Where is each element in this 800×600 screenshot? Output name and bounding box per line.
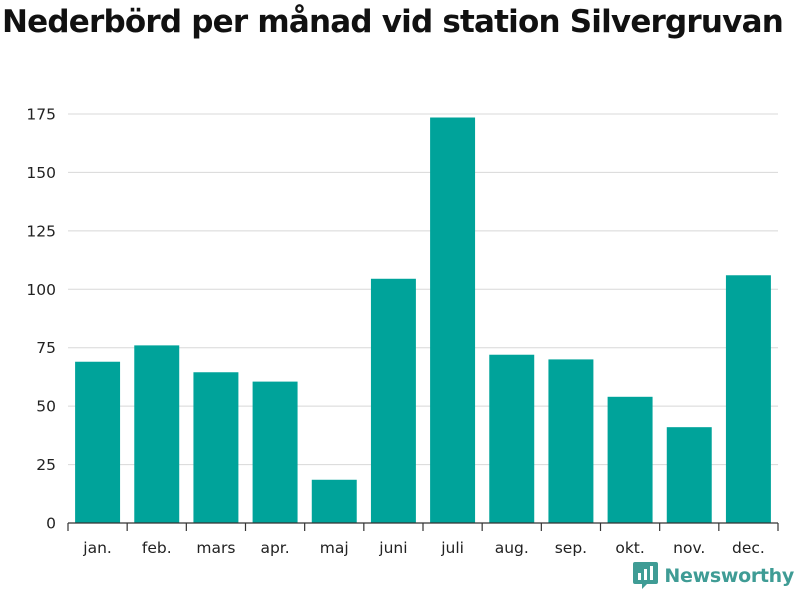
x-tick-label: dec. bbox=[732, 539, 765, 557]
y-tick-label: 50 bbox=[36, 398, 56, 416]
x-tick-label: feb. bbox=[142, 539, 172, 557]
y-tick-label: 0 bbox=[46, 515, 56, 533]
x-tick-label: nov. bbox=[673, 539, 705, 557]
x-tick-label: juni bbox=[378, 539, 407, 557]
bar bbox=[430, 117, 476, 524]
bar-series bbox=[75, 117, 771, 524]
x-axis-labels: jan. feb. mars apr. maj juni juli aug. sep. okt. n… bbox=[82, 539, 765, 557]
newsworthy-logo-icon bbox=[633, 562, 659, 589]
chart-title: Nederbörd per månad vid station Silvergr… bbox=[2, 4, 784, 40]
x-tick-label: mars bbox=[196, 539, 235, 557]
bar bbox=[548, 359, 594, 523]
bar bbox=[311, 479, 357, 523]
brand-name: Newsworthy bbox=[664, 564, 794, 587]
y-axis-labels: 0 25 50 75 100 125 150 175 bbox=[26, 106, 56, 533]
bar bbox=[134, 345, 180, 523]
gridlines bbox=[68, 113, 778, 466]
bar bbox=[370, 278, 416, 523]
y-tick-label: 125 bbox=[26, 222, 56, 240]
x-tick-label: okt. bbox=[615, 539, 644, 557]
bar bbox=[252, 381, 298, 523]
bar bbox=[607, 396, 653, 523]
x-tick-label: maj bbox=[320, 539, 349, 557]
bar bbox=[666, 427, 712, 523]
y-tick-label: 175 bbox=[26, 106, 56, 124]
x-tick-label: aug. bbox=[495, 539, 529, 557]
x-tick-label: apr. bbox=[260, 539, 289, 557]
bar bbox=[75, 361, 121, 523]
y-tick-label: 100 bbox=[26, 281, 56, 299]
x-tick-label: sep. bbox=[555, 539, 587, 557]
y-tick-label: 75 bbox=[36, 339, 56, 357]
newsworthy-brand: Newsworthy bbox=[633, 561, 794, 590]
x-axis bbox=[67, 522, 779, 531]
bar bbox=[725, 275, 771, 523]
x-tick-label: juli bbox=[440, 539, 464, 557]
bar bbox=[193, 372, 239, 523]
bar bbox=[489, 354, 535, 523]
x-tick-label: jan. bbox=[82, 539, 112, 557]
y-tick-label: 150 bbox=[26, 164, 56, 182]
y-tick-label: 25 bbox=[36, 456, 56, 474]
